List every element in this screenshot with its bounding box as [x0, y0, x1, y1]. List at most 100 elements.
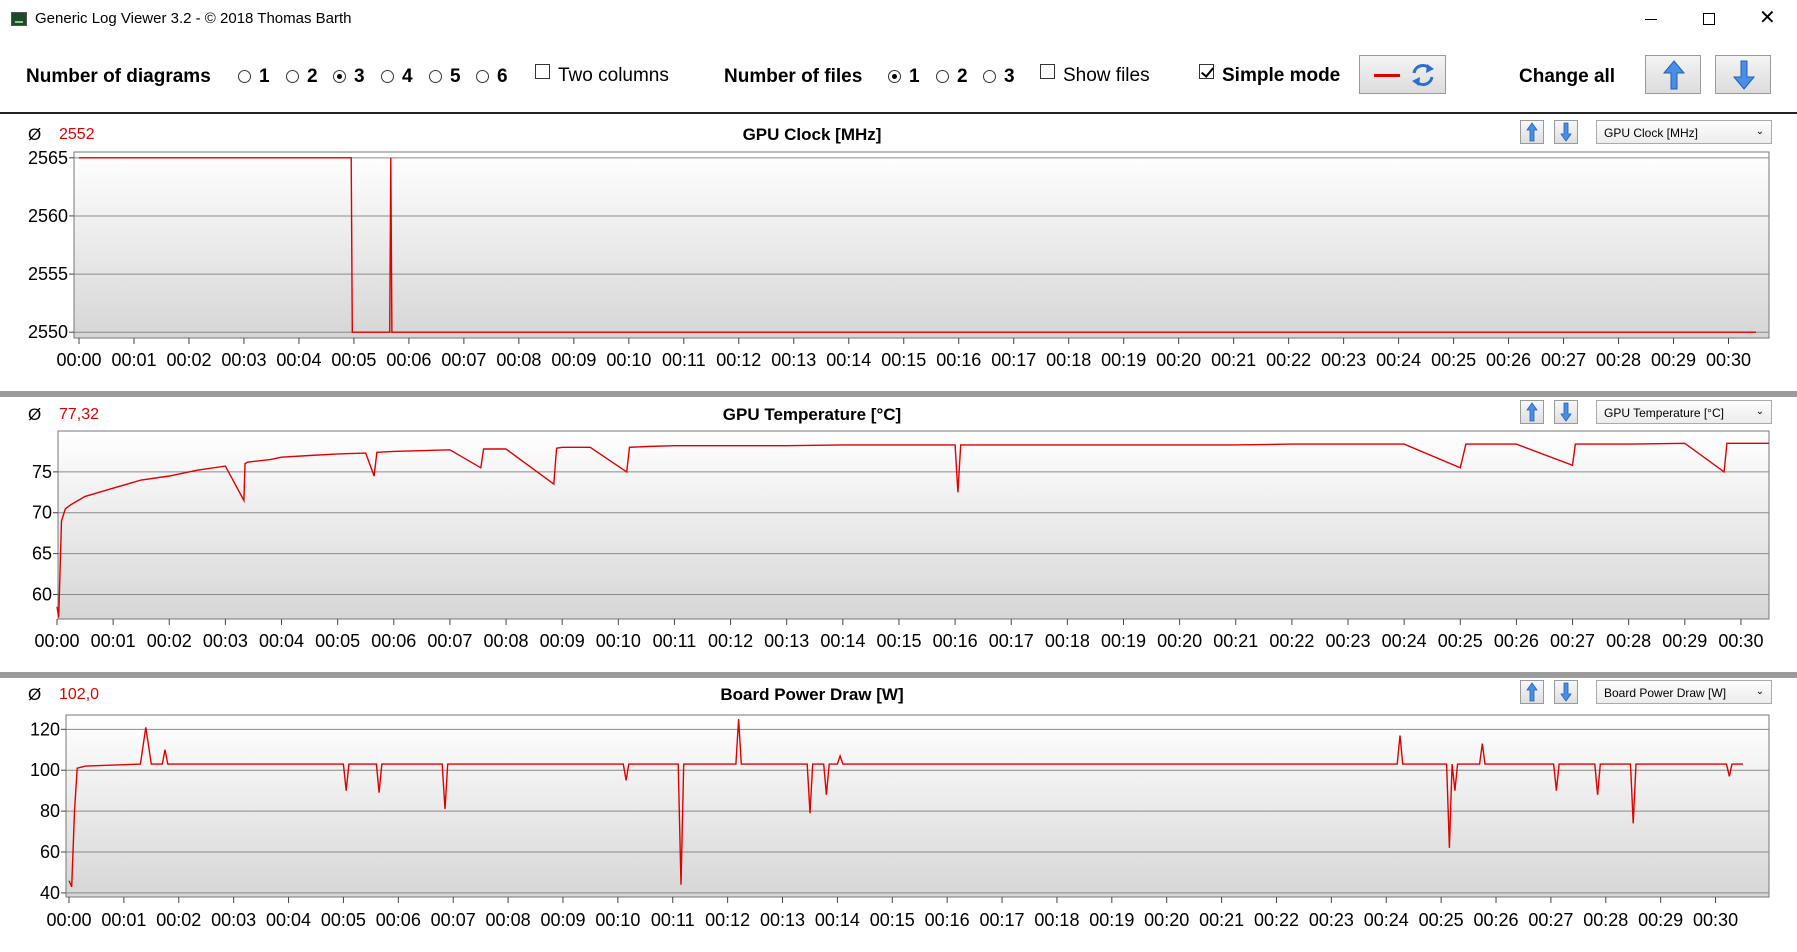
line-color-refresh-button[interactable] — [1359, 55, 1446, 94]
y-tick-label: 120 — [30, 719, 60, 739]
show-files-label: Show files — [1063, 65, 1150, 86]
arrow-down-icon — [1560, 402, 1572, 422]
diagrams-radio-3[interactable] — [333, 70, 346, 83]
x-tick-label: 00:04 — [276, 350, 321, 370]
x-tick-label: 00:18 — [1045, 631, 1090, 651]
move-up-button[interactable] — [1520, 680, 1544, 704]
files-radio-2-label: 2 — [957, 66, 968, 87]
x-tick-label: 00:29 — [1651, 350, 1696, 370]
chevron-down-icon: ⌄ — [1755, 686, 1764, 697]
average-symbol: Ø — [28, 405, 42, 424]
x-tick-label: 00:09 — [540, 631, 585, 651]
move-up-button[interactable] — [1520, 400, 1544, 424]
move-down-button[interactable] — [1554, 680, 1578, 704]
panel-separator — [0, 672, 1797, 678]
move-down-button[interactable] — [1554, 400, 1578, 424]
show-files-checkbox[interactable] — [1040, 64, 1055, 79]
files-radio-1-label: 1 — [909, 66, 920, 87]
x-tick-label: 00:07 — [441, 350, 486, 370]
close-button[interactable]: ✕ — [1738, 0, 1796, 38]
x-tick-label: 00:28 — [1596, 350, 1641, 370]
change-all-up-button[interactable] — [1645, 55, 1701, 94]
line-color-swatch — [1374, 74, 1400, 77]
x-tick-label: 00:07 — [427, 631, 472, 651]
diagrams-radio-6-label: 6 — [497, 66, 508, 87]
x-tick-label: 00:01 — [91, 631, 136, 651]
files-radio-3[interactable] — [983, 70, 996, 83]
x-tick-label: 00:20 — [1157, 631, 1202, 651]
x-tick-label: 00:22 — [1269, 631, 1314, 651]
x-tick-label: 00:06 — [371, 631, 416, 651]
arrow-up-icon — [1526, 122, 1538, 142]
change-all-down-button[interactable] — [1715, 55, 1771, 94]
x-tick-label: 00:25 — [1419, 910, 1464, 930]
minimize-button[interactable] — [1622, 0, 1680, 38]
simple-mode-checkbox[interactable] — [1199, 64, 1214, 79]
channel-select[interactable]: Board Power Draw [W] ⌄ — [1596, 680, 1772, 704]
diagrams-radio-2[interactable] — [286, 70, 299, 83]
move-up-button[interactable] — [1520, 120, 1544, 144]
panel-separator — [0, 391, 1797, 397]
y-tick-label: 2555 — [28, 264, 68, 284]
maximize-icon — [1703, 13, 1715, 25]
x-tick-label: 00:16 — [933, 631, 978, 651]
y-tick-label: 65 — [32, 544, 52, 564]
diagrams-label: Number of diagrams — [26, 66, 211, 87]
x-tick-label: 00:14 — [820, 631, 865, 651]
gpu-clock-chart: 2565 2560 2555 2550 00:00 00:01 00:02 00:03 00:0… — [28, 148, 1770, 370]
x-tick-label: 00:26 — [1473, 910, 1518, 930]
diagrams-radio-1[interactable] — [238, 70, 251, 83]
series-line — [56, 442, 1769, 618]
x-tick-label: 00:05 — [331, 350, 376, 370]
diagrams-radio-2-label: 2 — [307, 66, 318, 87]
x-tick-label: 00:10 — [606, 350, 651, 370]
channel-select-value: Board Power Draw [W] — [1604, 686, 1727, 700]
diagrams-radio-6[interactable] — [476, 70, 489, 83]
close-icon: ✕ — [1759, 7, 1776, 29]
x-tick-label: 00:30 — [1693, 910, 1738, 930]
diagrams-radio-4[interactable] — [381, 70, 394, 83]
window-title: Generic Log Viewer 3.2 - © 2018 Thomas B… — [35, 10, 352, 27]
x-tick-label: 00:24 — [1376, 350, 1421, 370]
x-tick-label: 00:12 — [708, 631, 753, 651]
x-tick-label: 00:18 — [1034, 910, 1079, 930]
y-tick-label: 100 — [30, 760, 60, 780]
x-tick-label: 00:17 — [991, 350, 1036, 370]
plot-area — [57, 430, 1770, 620]
files-radio-2[interactable] — [936, 70, 949, 83]
x-tick-label: 00:23 — [1321, 350, 1366, 370]
channel-select[interactable]: GPU Temperature [°C] ⌄ — [1596, 400, 1772, 424]
x-tick-label: 00:27 — [1550, 631, 1595, 651]
panel-title: GPU Temperature [°C] — [722, 405, 902, 424]
x-tick-label: 00:05 — [321, 910, 366, 930]
chevron-down-icon: ⌄ — [1755, 126, 1764, 137]
diagram-panel-gpu-clock: Ø 2552 GPU Clock [MHz] GPU Clock [MHz] ⌄… — [0, 114, 1797, 391]
x-tick-label: 00:26 — [1494, 631, 1539, 651]
x-tick-label: 00:04 — [259, 631, 304, 651]
channel-select-value: GPU Temperature [°C] — [1604, 406, 1724, 420]
average-value: 2552 — [59, 126, 95, 143]
x-tick-label: 00:00 — [56, 350, 101, 370]
move-down-button[interactable] — [1554, 120, 1578, 144]
maximize-button[interactable] — [1680, 0, 1738, 38]
x-tick-label: 00:06 — [386, 350, 431, 370]
y-tick-label: 75 — [32, 462, 52, 482]
diagrams-radio-3-label: 3 — [354, 66, 365, 87]
files-radio-1[interactable] — [888, 70, 901, 83]
y-tick-label: 80 — [40, 801, 60, 821]
diagrams-radio-5[interactable] — [429, 70, 442, 83]
x-tick-label: 00:15 — [881, 350, 926, 370]
x-tick-label: 00:14 — [815, 910, 860, 930]
x-tick-label: 00:08 — [484, 631, 529, 651]
x-tick-label: 00:01 — [111, 350, 156, 370]
x-tick-label: 00:15 — [876, 631, 921, 651]
refresh-icon — [1412, 64, 1434, 86]
x-tick-label: 00:11 — [651, 910, 695, 930]
x-tick-label: 00:28 — [1583, 910, 1628, 930]
app-icon — [11, 12, 27, 26]
simple-mode-label: Simple mode — [1222, 65, 1341, 86]
x-tick-label: 00:03 — [203, 631, 248, 651]
two-columns-checkbox[interactable] — [535, 64, 550, 79]
channel-select[interactable]: GPU Clock [MHz] ⌄ — [1596, 120, 1772, 144]
plot-area — [73, 151, 1770, 339]
